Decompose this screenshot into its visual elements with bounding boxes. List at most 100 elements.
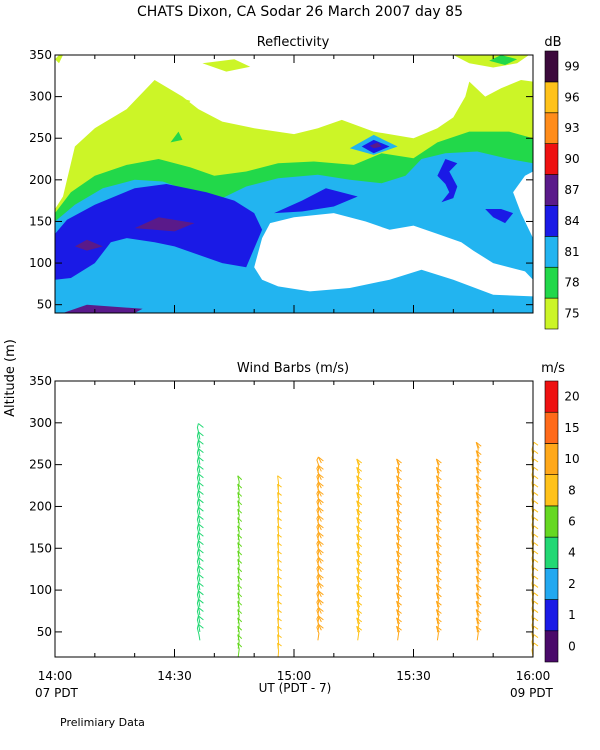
- wind-barb-flag: [317, 456, 322, 464]
- wind-barb-flag: [533, 475, 539, 480]
- wind-barb-flag: [533, 642, 539, 647]
- wind-barb-flag: [533, 533, 539, 538]
- wind-barb: [196, 532, 201, 549]
- wind-barb-flag: [198, 556, 204, 562]
- wind-barb: [237, 475, 240, 490]
- wind-barb: [196, 607, 201, 624]
- reflectivity-region-84: [274, 188, 358, 214]
- reflectivity-colorbar-label: 90: [564, 152, 579, 166]
- wind-barb-flag: [533, 558, 539, 563]
- wind-barb: [196, 507, 201, 524]
- reflectivity-region-78: [170, 131, 183, 143]
- wind-barb-flag: [198, 456, 204, 462]
- reflectivity-region-75: [202, 59, 251, 72]
- wind-barb-flag: [533, 483, 539, 488]
- wind-barb-flag: [198, 582, 204, 587]
- wind-barb: [196, 557, 201, 574]
- reflectivity-colorbar-label: 99: [564, 59, 579, 73]
- wind-barb-flag: [198, 498, 204, 504]
- reflectivity-title: Reflectivity: [257, 35, 330, 50]
- wind-barb-flag: [198, 531, 204, 537]
- wind-colorbar-swatch: [544, 599, 559, 632]
- reflectivity-y-tick-label: 50: [37, 298, 52, 312]
- wind-colorbar: 0 1 2 4 6 8 10 15 20: [544, 380, 580, 663]
- reflectivity-y-tick-label: 100: [29, 256, 52, 270]
- wind-barb: [196, 498, 201, 515]
- wind-colorbar-label: 0: [568, 639, 576, 653]
- reflectivity-axes: 50 100 150 200 250 300 350: [29, 48, 534, 313]
- wind-colorbar-label: 15: [564, 421, 579, 435]
- wind-barb-flag: [533, 441, 539, 446]
- wind-barb: [196, 515, 201, 532]
- wind-barb-flag: [198, 423, 204, 428]
- reflectivity-colorbar-label: 75: [564, 307, 579, 321]
- wind-barb-flag: [533, 625, 539, 630]
- wind-colorbar-label: 4: [568, 546, 576, 560]
- wind-y-tick-label: 350: [29, 374, 52, 388]
- wind-axes: 50 100 150 200 250 300 350 14:00 14:30 15:00 15:30…: [29, 374, 550, 683]
- wind-barb-flag: [198, 615, 204, 621]
- wind-barb: [196, 423, 201, 440]
- wind-barb-flag: [533, 517, 539, 521]
- wind-barb-flag: [533, 584, 539, 588]
- wind-barb: [196, 523, 201, 540]
- wind-barb-flag: [198, 464, 204, 470]
- x-left-sublabel: 07 PDT: [35, 686, 79, 700]
- reflectivity-colorbar-label: 78: [564, 276, 579, 290]
- reflectivity-y-tick-label: 350: [29, 48, 52, 62]
- wind-barb: [196, 573, 201, 591]
- wind-barb-flag: [533, 634, 539, 639]
- wind-x-tick-label: 14:30: [157, 669, 192, 683]
- wind-barb-flag: [533, 466, 539, 471]
- wind-barb-flag: [198, 590, 204, 596]
- wind-barb-flag: [533, 500, 539, 505]
- reflectivity-colorbar-swatch: [544, 143, 559, 175]
- y-axis-label: Altitude (m): [3, 339, 18, 417]
- wind-colorbar-label: 6: [568, 515, 576, 529]
- wind-barb-flag: [435, 458, 440, 466]
- wind-colorbar-label: 2: [568, 577, 576, 591]
- wind-barb: [196, 540, 201, 557]
- wind-barb-flag: [356, 458, 361, 466]
- wind-barb-flag: [198, 439, 204, 445]
- wind-y-tick-label: 50: [37, 625, 52, 639]
- wind-y-tick-label: 150: [29, 541, 52, 555]
- wind-colorbar-swatch: [544, 630, 559, 663]
- wind-x-tick-label: 15:00: [277, 669, 312, 683]
- wind-colorbar-swatch: [544, 536, 559, 569]
- reflectivity-colorbar-swatch: [544, 174, 559, 206]
- reflectivity-region-75: [55, 55, 63, 64]
- reflectivity-contours: [55, 55, 533, 313]
- wind-barb: [196, 624, 201, 641]
- wind-barb-flag: [533, 617, 539, 622]
- reflectivity-colorbar-swatch: [544, 297, 559, 330]
- wind-y-tick-label: 250: [29, 458, 52, 472]
- wind-colorbar-unit: m/s: [541, 361, 565, 376]
- wind-colorbar-swatch: [544, 505, 559, 538]
- wind-barb-flag: [533, 525, 539, 530]
- wind-barb: [196, 431, 201, 448]
- wind-barb-flag: [198, 573, 204, 579]
- wind-barb: [196, 465, 201, 482]
- wind-barb-flag: [533, 575, 539, 580]
- wind-barb-flag: [198, 540, 204, 546]
- wind-colorbar-swatch: [544, 474, 559, 507]
- wind-x-tick-label: 15:30: [396, 669, 431, 683]
- wind-barb-flag: [198, 548, 204, 554]
- wind-colorbar-swatch: [544, 443, 559, 475]
- wind-barb-flag: [198, 607, 204, 612]
- wind-colorbar-label: 10: [564, 452, 579, 466]
- reflectivity-region-87: [74, 239, 103, 251]
- wind-barbs: [196, 423, 539, 658]
- wind-colorbar-label: 20: [564, 390, 579, 404]
- reflectivity-y-tick-label: 250: [29, 131, 52, 145]
- reflectivity-colorbar-label: 81: [564, 245, 579, 259]
- wind-barb: [196, 456, 201, 474]
- reflectivity-region-87: [369, 142, 382, 149]
- wind-colorbar-swatch: [544, 411, 559, 444]
- wind-barb-flag: [277, 475, 282, 480]
- reflectivity-region-87: [63, 304, 143, 313]
- footer-note: Prelimiary Data: [60, 716, 145, 729]
